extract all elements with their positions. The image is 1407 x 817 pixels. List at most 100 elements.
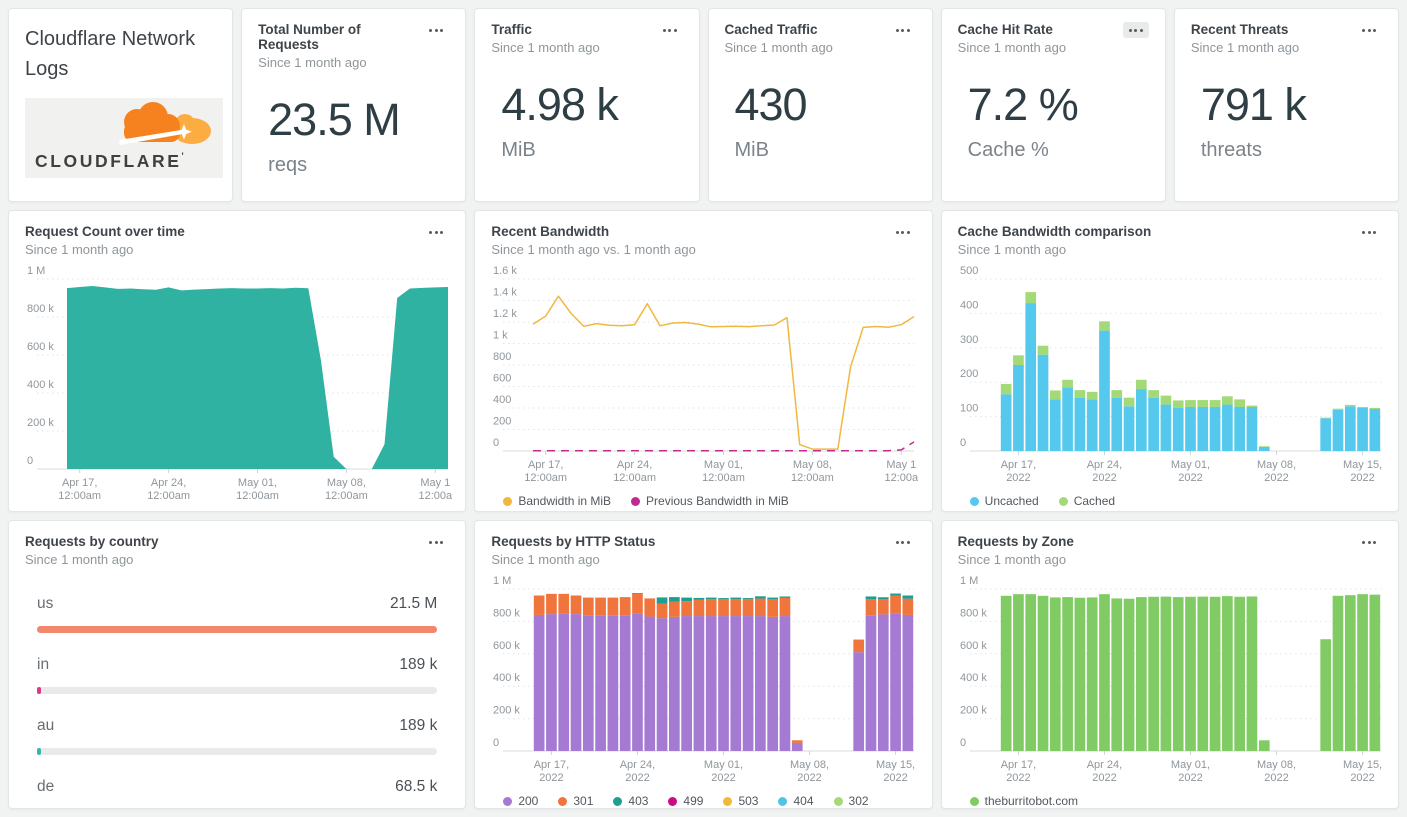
- svg-text:May 08,12:00am: May 08, 12:00am: [325, 477, 368, 502]
- legend-dot-icon: [503, 796, 513, 806]
- zone-chart[interactable]: 1 M 800 k 600 k 400 k 200 k 0 Apr 17, 2022 Apr 2…: [958, 575, 1382, 792]
- panel-title: Cached Traffic: [724, 22, 818, 37]
- legend-label: Cached: [1073, 494, 1116, 508]
- panel-menu-icon[interactable]: [657, 22, 683, 38]
- stat-panel-cached-traffic: Cached Traffic Since 1 month ago 430 MiB: [707, 8, 933, 202]
- legend-label: 503: [738, 794, 759, 808]
- panel-menu-icon[interactable]: [423, 224, 449, 240]
- svg-text:May 112:00a: May 1 12:00a: [885, 459, 919, 484]
- cloudflare-cloud-icon: [119, 102, 211, 145]
- svg-text:May 01,2022: May 01, 2022: [704, 759, 743, 784]
- legend-item[interactable]: 302: [833, 794, 869, 808]
- svg-text:1 M: 1 M: [493, 575, 511, 587]
- svg-text:Apr 24,2022: Apr 24, 2022: [1086, 459, 1121, 484]
- panel-subtitle: Since 1 month ago: [724, 40, 833, 55]
- legend-item[interactable]: theburritobot.com: [969, 794, 1079, 808]
- panel-menu-icon[interactable]: [423, 534, 449, 550]
- svg-text:600 k: 600 k: [27, 341, 54, 353]
- svg-text:500: 500: [960, 265, 978, 277]
- legend-dot-icon: [969, 496, 979, 506]
- svg-text:200: 200: [960, 368, 978, 380]
- legend-item[interactable]: 499: [668, 794, 703, 808]
- svg-text:0: 0: [493, 737, 499, 749]
- legend-label: 403: [628, 794, 649, 808]
- panel-subtitle: Since 1 month ago: [957, 552, 1067, 567]
- country-label: us: [37, 595, 54, 612]
- panel-menu-icon[interactable]: [1356, 224, 1382, 240]
- chart-legend: Uncached Cached: [958, 494, 1382, 508]
- legend-item[interactable]: 503: [723, 794, 758, 808]
- panel-menu-icon[interactable]: [890, 534, 916, 550]
- stat-panel-cache-hit-rate: Cache Hit Rate Since 1 month ago 7.2 % C…: [940, 8, 1166, 202]
- panel-title: Recent Bandwidth: [491, 224, 610, 239]
- chart-legend: theburritobot.com: [958, 794, 1382, 808]
- svg-text:May 01,12:00am: May 01, 12:00am: [702, 459, 745, 484]
- legend-label: 302: [848, 794, 869, 808]
- cache-bandwidth-chart[interactable]: 500 400 300 200 100 0 Apr 17, 2022 Apr 24, 2022 Ma…: [958, 265, 1382, 492]
- panel-menu-icon[interactable]: [1122, 22, 1149, 38]
- legend-item[interactable]: 301: [558, 794, 593, 808]
- svg-text:May 01,2022: May 01, 2022: [1171, 459, 1210, 484]
- svg-text:Apr 24,2022: Apr 24, 2022: [1086, 759, 1121, 784]
- stat-unit: reqs: [268, 154, 308, 176]
- chart-panel-requests-by-http-status: Requests by HTTP Status Since 1 month ag…: [474, 520, 933, 809]
- svg-text:400 k: 400 k: [27, 379, 54, 391]
- panel-subtitle: Since 1 month ago vs. 1 month ago: [491, 242, 696, 257]
- recent-bandwidth-chart[interactable]: 1.6 k 1.4 k 1.2 k 1 k 800 600 400 200 0 Apr 17, 12…: [491, 265, 919, 492]
- legend-label: 301: [573, 794, 594, 808]
- request-count-chart[interactable]: 1 M 800 k 600 k 400 k 200 k 0 Apr 17, 12:00am Ap…: [25, 265, 453, 510]
- stat-value: 430: [734, 79, 808, 130]
- country-bar-fill: [37, 748, 41, 755]
- svg-text:200: 200: [493, 416, 511, 428]
- http-status-chart[interactable]: 1 M 800 k 600 k 400 k 200 k 0 Apr 17, 2022 Apr 2…: [491, 575, 915, 792]
- stat-unit: MiB: [734, 139, 769, 161]
- stat-unit: threats: [1200, 139, 1262, 161]
- country-bar-fill: [37, 687, 41, 694]
- legend-item[interactable]: Uncached: [969, 494, 1039, 508]
- legend-item[interactable]: Bandwidth in MiB: [503, 494, 611, 508]
- country-row[interactable]: us 21.5 M: [25, 595, 449, 633]
- svg-text:Apr 17,12:00am: Apr 17, 12:00am: [58, 477, 101, 502]
- panel-menu-icon[interactable]: [890, 224, 916, 240]
- chart-panel-cache-bandwidth: Cache Bandwidth comparison Since 1 month…: [940, 210, 1399, 512]
- country-value: 21.5 M: [389, 595, 438, 612]
- svg-text:0: 0: [960, 437, 966, 449]
- svg-text:600: 600: [493, 373, 511, 385]
- legend-dot-icon: [723, 796, 733, 806]
- svg-text:800 k: 800 k: [493, 607, 520, 619]
- svg-text:May 15,2022: May 15, 2022: [1343, 759, 1382, 784]
- svg-text:100: 100: [960, 403, 978, 415]
- legend-item[interactable]: 200: [503, 794, 538, 808]
- legend-item[interactable]: 403: [613, 794, 648, 808]
- legend-label: Bandwidth in MiB: [518, 494, 612, 508]
- country-row[interactable]: au 189 k: [25, 717, 449, 755]
- panel-menu-icon[interactable]: [890, 22, 916, 38]
- stat-value: 7.2 %: [967, 79, 1079, 130]
- panel-menu-icon[interactable]: [1356, 534, 1382, 550]
- panel-menu-icon[interactable]: [1356, 22, 1382, 38]
- legend-item[interactable]: 404: [778, 794, 814, 808]
- svg-text:May 112:00a: May 1 12:00a: [418, 477, 452, 502]
- panel-title: Cache Bandwidth comparison: [957, 224, 1152, 239]
- legend-label: 200: [518, 794, 539, 808]
- brand-panel: Cloudflare Network Logs CLOUDFLARE': [8, 8, 234, 202]
- legend-dot-icon: [1058, 496, 1068, 506]
- country-row[interactable]: in 189 k: [25, 656, 449, 694]
- country-value: 189 k: [399, 656, 438, 673]
- legend-label: 499: [683, 794, 704, 808]
- stat-value: 23.5 M: [268, 94, 401, 145]
- panel-menu-icon[interactable]: [423, 22, 449, 38]
- stat-panel-traffic: Traffic Since 1 month ago 4.98 k MiB: [474, 8, 700, 202]
- legend-dot-icon: [778, 796, 788, 806]
- legend-label: theburritobot.com: [984, 794, 1079, 808]
- svg-text:May 08,2022: May 08, 2022: [1257, 459, 1296, 484]
- stat-unit: Cache %: [967, 139, 1049, 161]
- svg-text:0: 0: [27, 455, 33, 467]
- legend-item[interactable]: Previous Bandwidth in MiB: [631, 494, 789, 508]
- svg-text:200 k: 200 k: [960, 705, 987, 717]
- country-row[interactable]: de 68.5 k: [25, 778, 449, 808]
- svg-text:May 15,2022: May 15, 2022: [1343, 459, 1382, 484]
- svg-text:Apr 17,2022: Apr 17, 2022: [1000, 759, 1035, 784]
- legend-item[interactable]: Cached: [1058, 494, 1116, 508]
- svg-text:1 k: 1 k: [493, 330, 508, 342]
